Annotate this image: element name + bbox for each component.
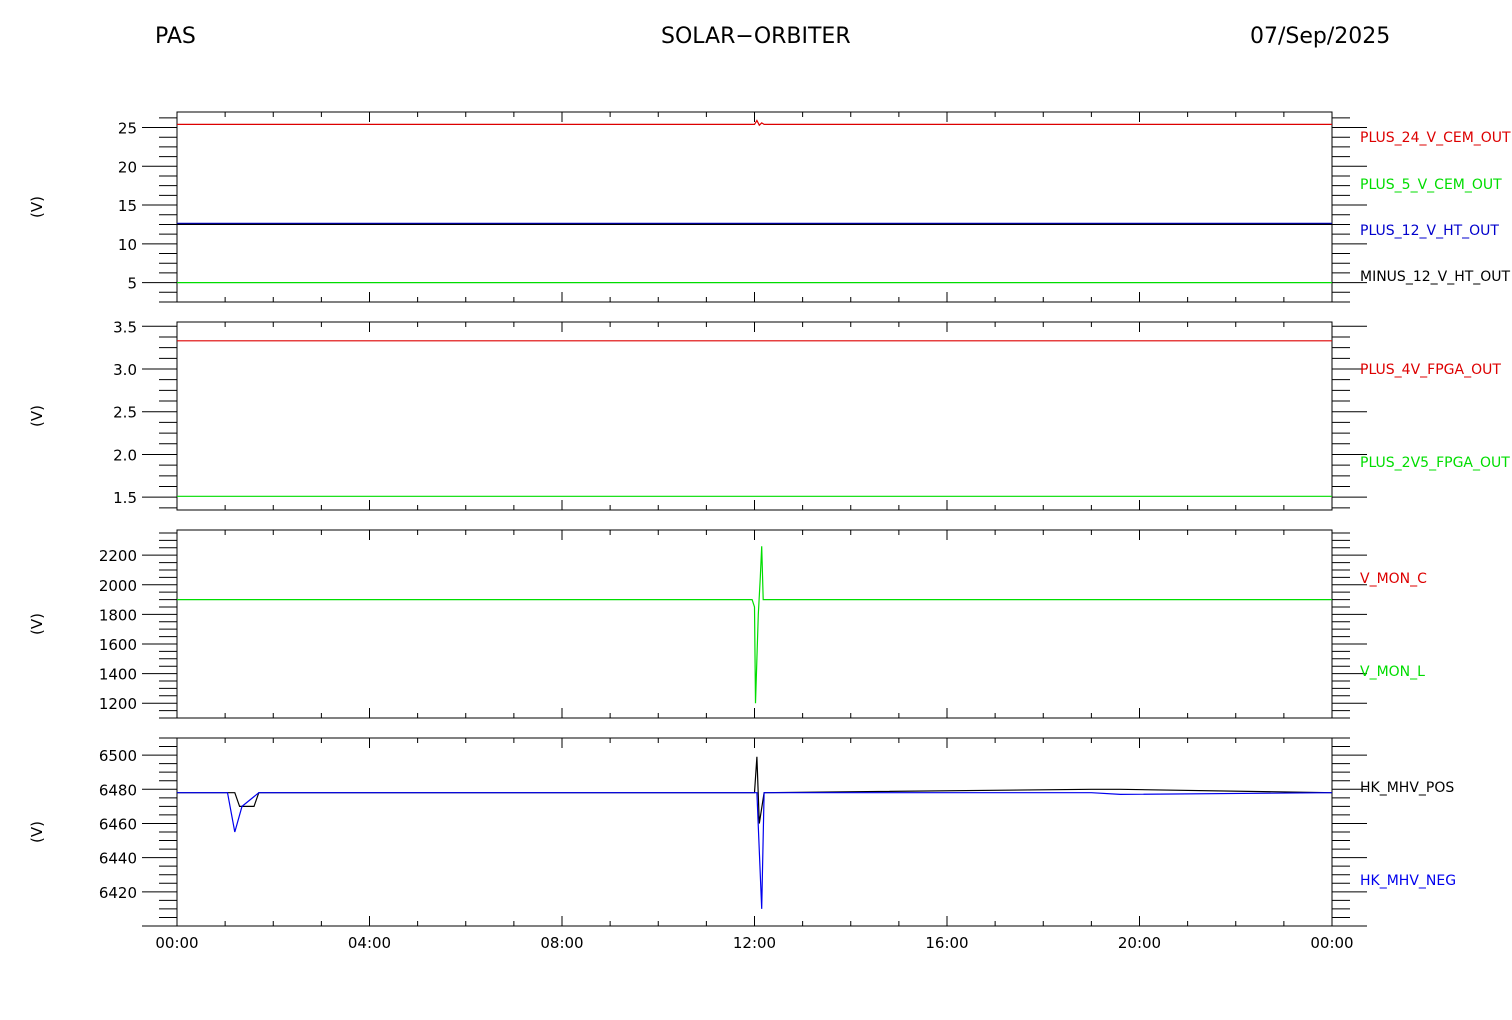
legend-label: V_MON_L xyxy=(1360,664,1425,680)
panel-3: 1200 1400 1600 1800 2000 2200 (V) V_MON_C V_MON_… xyxy=(28,529,1427,719)
y-tick-label: 3.5 xyxy=(113,318,137,336)
x-tick-label: 08:00 xyxy=(540,934,583,952)
y-tick-label: 20 xyxy=(118,158,137,176)
x-tick-label: 12:00 xyxy=(733,934,776,952)
x-tick-label: 00:00 xyxy=(155,934,198,952)
y-axis-label: (V) xyxy=(28,196,46,218)
series-hk-mhv-pos xyxy=(177,756,1333,824)
date-label: 07/Sep/2025 xyxy=(1250,24,1391,49)
y-tick-label: 1800 xyxy=(99,606,137,624)
y-tick-label: 1400 xyxy=(99,666,137,684)
y-tick-label: 6420 xyxy=(99,884,137,902)
series-plus-24-v-cem-out xyxy=(177,119,1332,127)
y-tick-label: 2200 xyxy=(99,547,137,565)
y-tick-label: 6440 xyxy=(99,850,137,868)
legend-label: PLUS_24_V_CEM_OUT xyxy=(1360,130,1511,146)
mission-title: SOLAR−ORBITER xyxy=(661,24,851,49)
y-tick-label: 10 xyxy=(118,236,137,254)
y-tick-label: 3.0 xyxy=(113,361,137,379)
x-tick-label: 16:00 xyxy=(925,934,968,952)
y-axis-label: (V) xyxy=(28,613,46,635)
x-tick-label: 04:00 xyxy=(348,934,391,952)
y-axis-label: (V) xyxy=(28,821,46,843)
legend-label: PLUS_5_V_CEM_OUT xyxy=(1360,177,1502,193)
y-axis-label: (V) xyxy=(28,405,46,427)
y-tick-label: 1200 xyxy=(99,695,137,713)
x-tick-label: 20:00 xyxy=(1118,934,1161,952)
panel-1: 5 10 15 20 25 (V) PLUS_24_V_CEM_OUT PLUS_5_V_CE… xyxy=(28,111,1511,303)
y-tick-label: 2.5 xyxy=(113,404,137,422)
y-tick-label: 6500 xyxy=(99,747,137,765)
plot-frame xyxy=(176,111,1333,303)
legend-label: HK_MHV_NEG xyxy=(1360,873,1456,889)
legend-label: PLUS_4V_FPGA_OUT xyxy=(1360,362,1501,378)
y-tick-label: 6480 xyxy=(99,781,137,799)
y-tick-label: 1600 xyxy=(99,636,137,654)
y-tick-label: 1.5 xyxy=(113,489,137,507)
y-tick-label: 15 xyxy=(118,197,137,215)
series-hk-mhv-neg xyxy=(177,792,1333,909)
plot-frame xyxy=(176,321,1333,511)
y-tick-label: 6460 xyxy=(99,815,137,833)
y-tick-label: 2.0 xyxy=(113,446,137,464)
x-tick-label: 00:00 xyxy=(1310,934,1353,952)
y-tick-label: 25 xyxy=(118,120,137,138)
series-v-mon-l xyxy=(177,546,1332,704)
plot-frame xyxy=(176,737,1333,927)
legend-label: MINUS_12_V_HT_OUT xyxy=(1360,269,1511,285)
y-tick-label: 2000 xyxy=(99,577,137,595)
panel-4: 6420 6440 6460 6480 6500 (V) HK_MHV_POS HK_MHV_… xyxy=(28,737,1456,952)
panel-2: 1.5 2.0 2.5 3.0 3.5 (V) PLUS_4V_FPGA_OUT PLUS_2… xyxy=(28,318,1510,511)
y-tick-label: 5 xyxy=(127,275,137,293)
legend-label: HK_MHV_POS xyxy=(1360,780,1454,796)
legend-label: PLUS_12_V_HT_OUT xyxy=(1360,223,1499,239)
legend-label: V_MON_C xyxy=(1360,571,1427,587)
instrument-label: PAS xyxy=(155,24,196,49)
legend-label: PLUS_2V5_FPGA_OUT xyxy=(1360,455,1510,471)
